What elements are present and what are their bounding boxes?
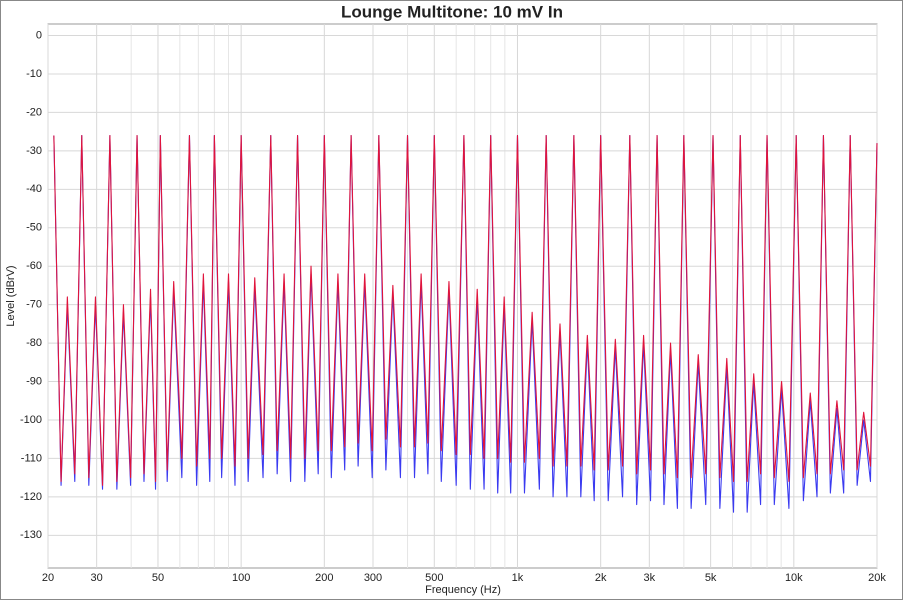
y-tick-label: -20: [26, 106, 42, 118]
x-tick-label: 20k: [868, 572, 886, 584]
x-tick-label: 1k: [512, 572, 524, 584]
y-tick-label: -50: [26, 222, 42, 234]
x-tick-label: 2k: [595, 572, 607, 584]
y-tick-label: -130: [20, 529, 42, 541]
y-tick-label: 0: [36, 29, 42, 41]
x-tick-label: 30: [91, 572, 103, 584]
y-tick-label: -100: [20, 414, 42, 426]
plot-area: [47, 23, 878, 569]
series-line: [53, 134, 878, 486]
x-tick-label: 10k: [785, 572, 803, 584]
y-tick-label: -110: [21, 452, 42, 464]
y-tick-label: -90: [26, 375, 42, 387]
x-tick-label: 100: [232, 572, 250, 584]
y-axis-label: Level (dBrV): [5, 265, 17, 326]
x-tick-label: 300: [364, 572, 382, 584]
y-tick-label: -40: [26, 183, 42, 195]
x-tick-label: 200: [315, 572, 333, 584]
y-tick-label: -60: [26, 260, 42, 272]
y-tick-label: -70: [26, 299, 42, 311]
x-axis-label: Frequency (Hz): [425, 584, 501, 596]
x-tick-label: 500: [425, 572, 443, 584]
chart-title: Lounge Multitone: 10 mV In: [341, 2, 563, 21]
y-tick-label: -10: [26, 68, 42, 80]
y-tick-label: -80: [26, 337, 42, 349]
x-tick-label: 20: [42, 572, 54, 584]
y-tick-label: -120: [20, 491, 42, 503]
y-tick-label: -30: [26, 145, 42, 157]
x-tick-label: 5k: [705, 572, 717, 584]
x-tick-label: 50: [152, 572, 164, 584]
x-tick-label: 3k: [644, 572, 656, 584]
